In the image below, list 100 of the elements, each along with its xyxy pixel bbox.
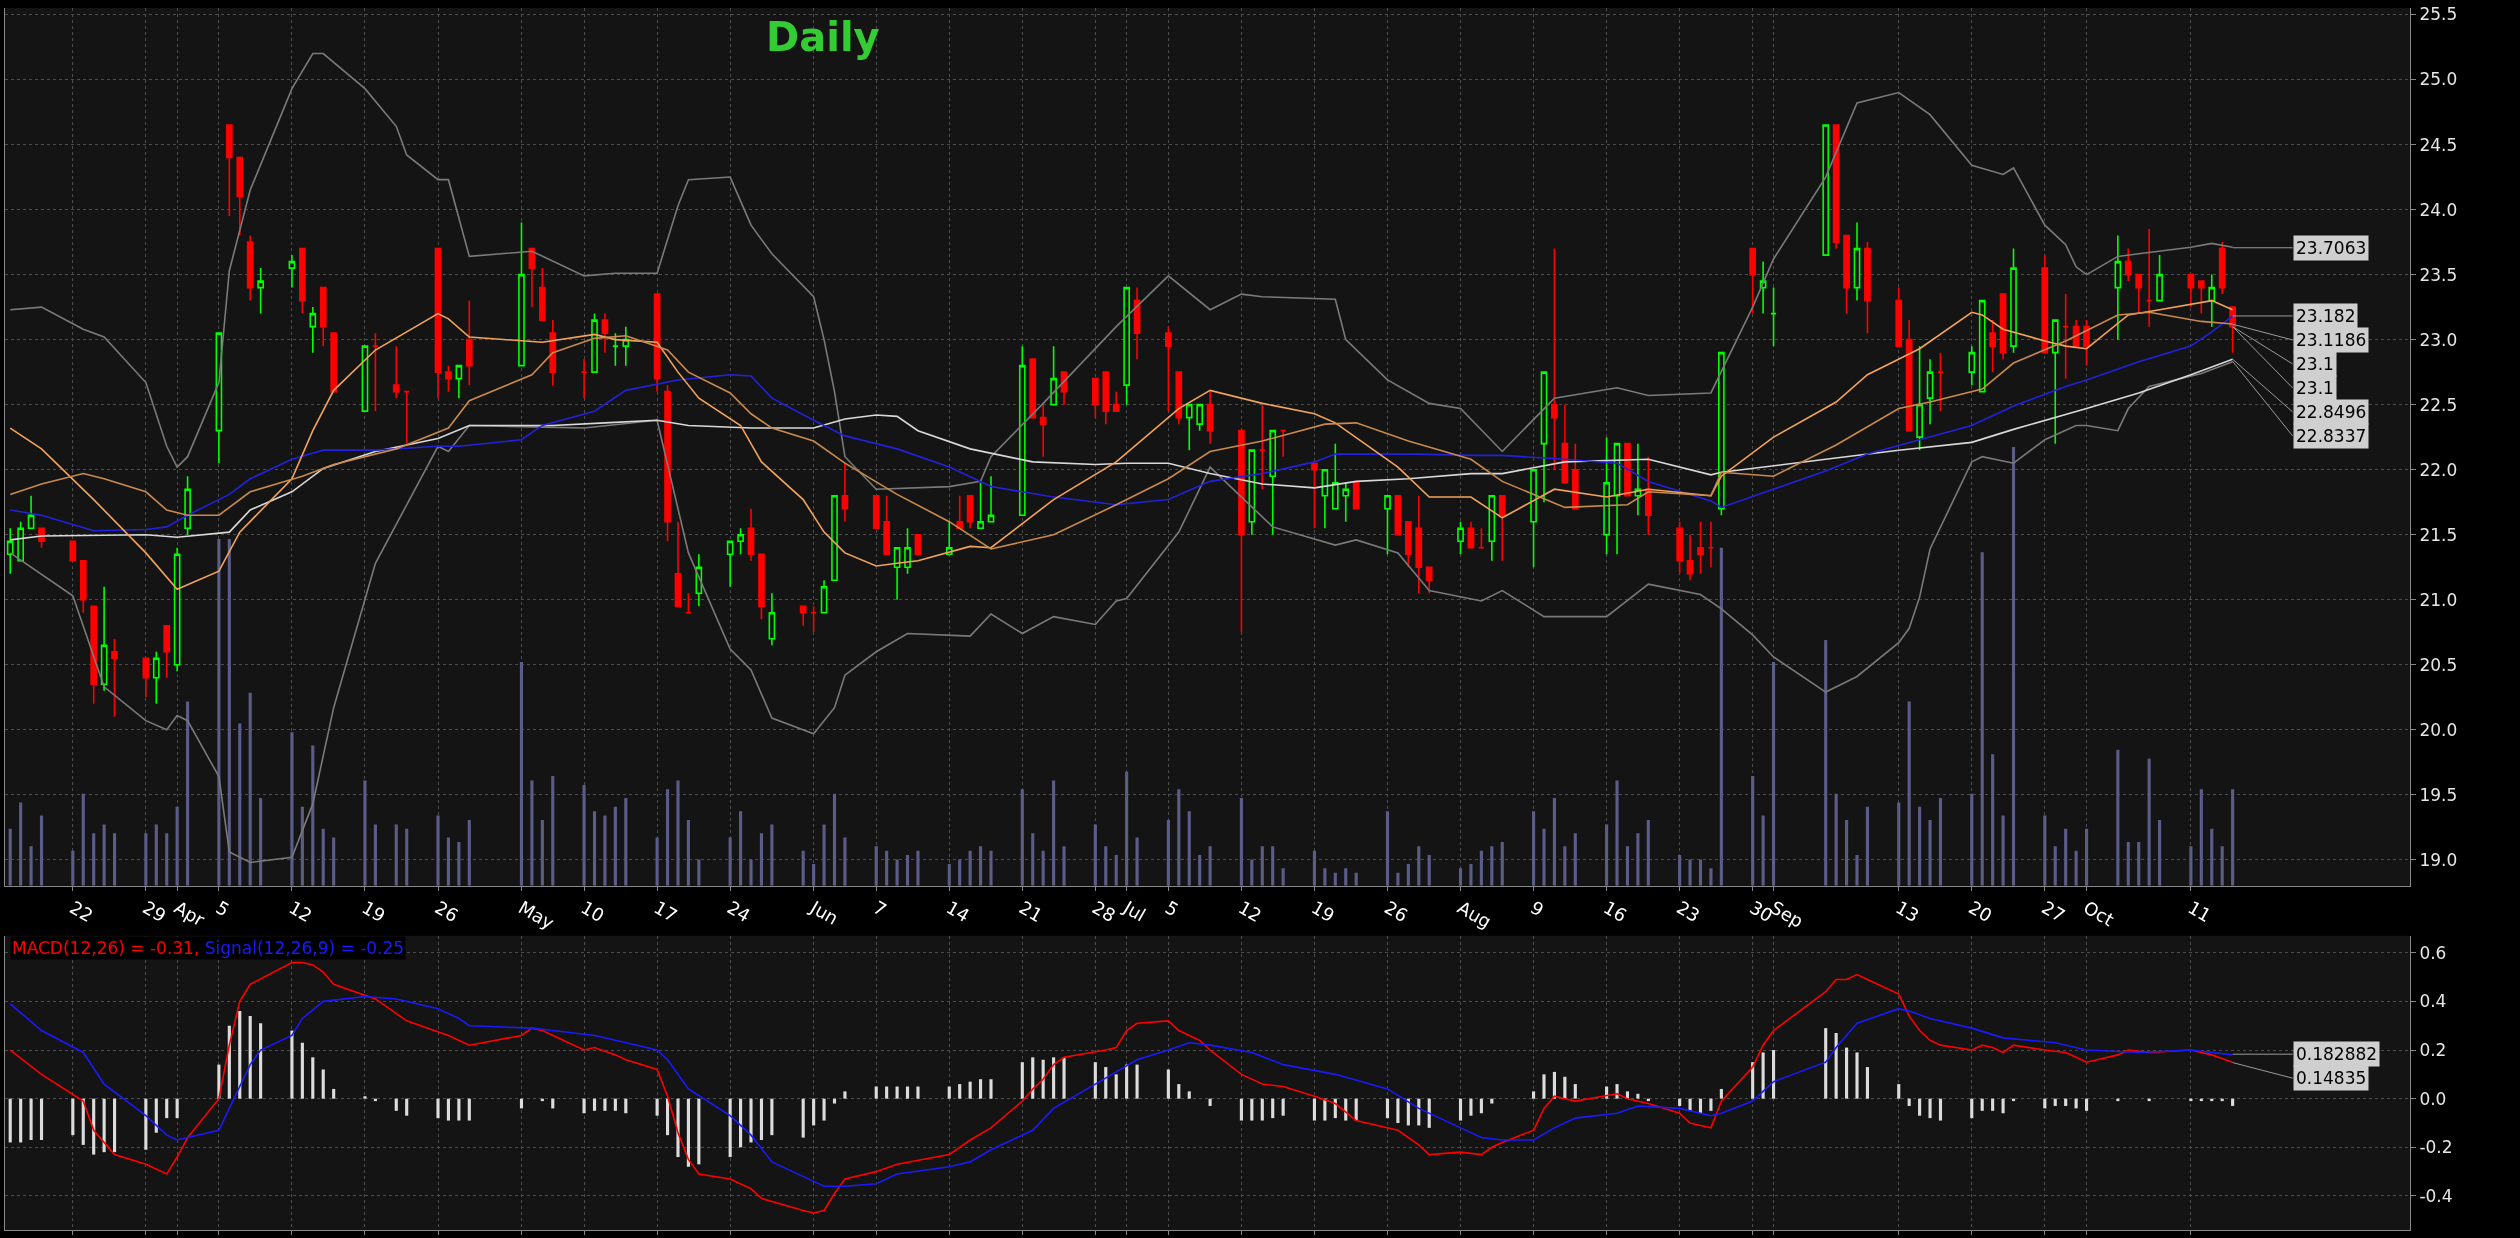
x-tick-label: Aug <box>1454 896 1495 933</box>
x-tick-label: 16 <box>1600 896 1631 927</box>
bar <box>248 692 252 886</box>
bar <box>1636 1093 1640 1099</box>
candlestick <box>1895 286 1903 347</box>
candlestick <box>549 319 557 386</box>
candlestick <box>1342 481 1350 523</box>
bar <box>81 793 85 886</box>
bar <box>843 837 847 886</box>
bar <box>1125 771 1129 886</box>
line-series <box>9 299 2234 591</box>
candlestick <box>1718 351 1725 516</box>
candlestick <box>100 585 108 692</box>
y-tick-label: 23.5 <box>2419 264 2458 285</box>
bar <box>1312 850 1317 886</box>
bar <box>1698 859 1703 886</box>
bar <box>1918 806 1922 886</box>
bar <box>812 1098 816 1126</box>
x-tick-label: May <box>514 896 559 934</box>
chart-title: Daily <box>766 14 880 60</box>
bar <box>968 1081 972 1099</box>
bar <box>1239 798 1243 886</box>
x-tick-label: 26 <box>1380 896 1412 927</box>
candlestick <box>2010 247 2017 354</box>
bar <box>2231 1098 2235 1106</box>
candlestick <box>330 332 338 393</box>
candlestick <box>1968 345 1976 386</box>
candlestick <box>434 247 442 399</box>
candlestick <box>1050 345 1057 406</box>
bar <box>2210 828 2214 886</box>
candlestick <box>1415 494 1423 595</box>
bar <box>603 1098 607 1111</box>
bar <box>1458 868 1463 886</box>
bar <box>1625 846 1630 886</box>
bar <box>2126 841 2130 886</box>
bar <box>582 1098 586 1114</box>
candlestick <box>1258 403 1266 490</box>
candlestick <box>1551 247 1558 471</box>
bar <box>1385 1098 1390 1119</box>
candlestick <box>674 520 682 608</box>
candlestick <box>1457 520 1464 556</box>
y-tick-label: -0.4 <box>2419 1185 2453 1206</box>
candlestick <box>1206 390 1214 445</box>
x-tick-label: 12 <box>285 896 316 927</box>
candlestick <box>966 494 974 529</box>
candlestick <box>1603 436 1610 556</box>
bar <box>1615 780 1619 886</box>
bar <box>1531 1091 1536 1099</box>
bar <box>1907 701 1911 886</box>
candlestick <box>299 247 306 315</box>
candlestick <box>2051 319 2059 445</box>
bar <box>1709 1098 1713 1111</box>
candlestick <box>1384 494 1391 556</box>
bar <box>1719 1088 1723 1099</box>
candlestick <box>184 475 191 536</box>
bar <box>186 701 190 886</box>
bar <box>1865 1067 1870 1099</box>
candlestick <box>1467 520 1475 549</box>
bar <box>394 1098 398 1111</box>
candlestick <box>288 254 296 289</box>
bar <box>916 1086 920 1099</box>
candlestick <box>685 592 692 614</box>
bar <box>436 815 440 886</box>
candlestick <box>977 481 984 529</box>
bar <box>2137 841 2141 886</box>
bar <box>1344 868 1348 886</box>
x-tick-label: 20 <box>1965 896 1996 927</box>
candlestick <box>1331 442 1339 510</box>
candlestick <box>152 650 160 705</box>
annotation: 23.1 <box>2296 354 2334 374</box>
bar <box>2220 846 2224 886</box>
candlestick <box>737 527 744 556</box>
bar <box>728 837 732 886</box>
bar <box>1761 1052 1765 1099</box>
bar <box>92 833 96 886</box>
x-tick-label: Oct <box>2080 896 2118 931</box>
y-tick-label: 25.0 <box>2419 69 2458 90</box>
bar <box>1542 1074 1546 1099</box>
x-tick-label: 14 <box>942 896 974 927</box>
bar <box>2064 828 2068 886</box>
candlestick <box>528 247 536 308</box>
candlestick <box>2083 319 2090 367</box>
bar <box>2084 1098 2089 1111</box>
y-tick-label: 0.2 <box>2419 1039 2447 1060</box>
bar <box>676 1098 680 1158</box>
bar <box>832 1098 837 1104</box>
candlestick <box>1613 442 1621 556</box>
bar <box>1563 1076 1567 1099</box>
bar <box>238 1011 242 1099</box>
bar <box>958 859 962 886</box>
bar <box>1469 1098 1473 1116</box>
candlestick <box>246 234 254 302</box>
bar <box>1991 1098 1995 1111</box>
bar <box>405 828 409 886</box>
bar <box>8 828 12 886</box>
bar <box>1354 1098 1358 1121</box>
bar <box>1605 824 1609 886</box>
x-tick-label: 24 <box>723 896 754 927</box>
bar <box>290 732 294 886</box>
bar <box>457 841 461 886</box>
